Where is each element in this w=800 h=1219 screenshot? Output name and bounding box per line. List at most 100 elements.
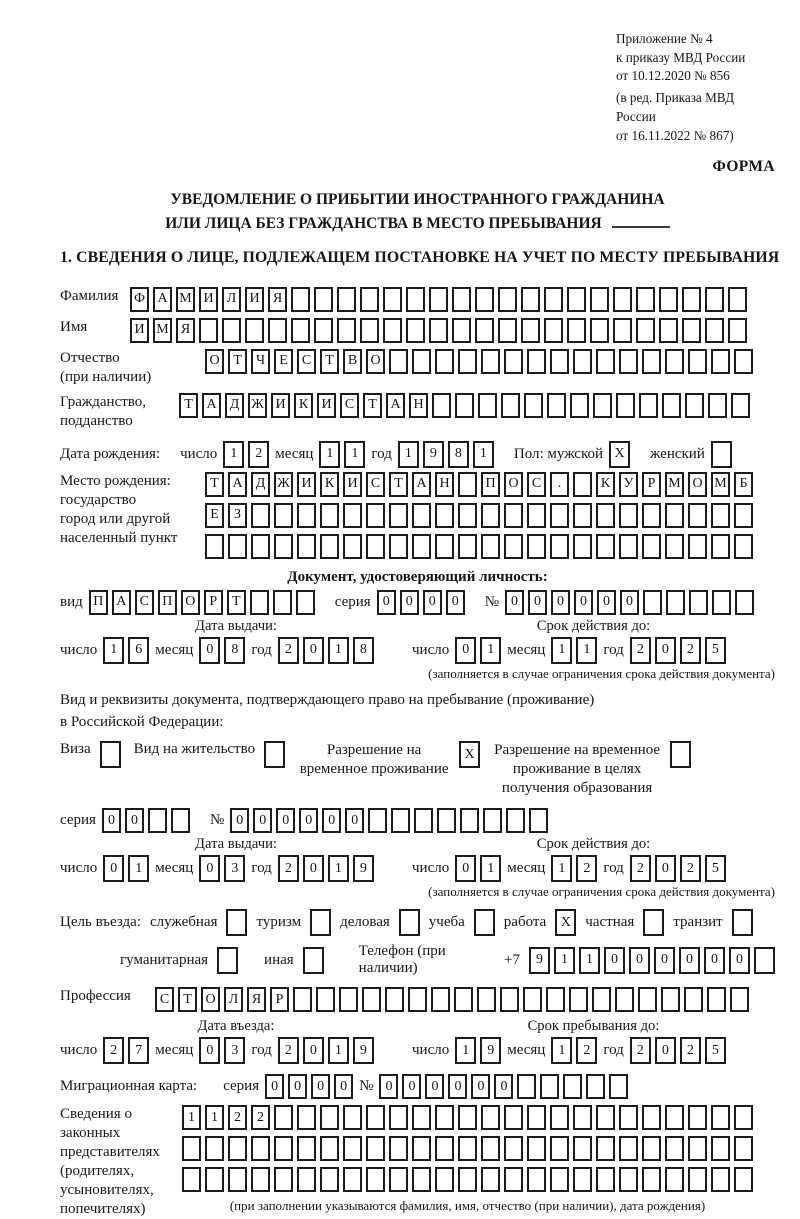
char-cell[interactable]: 8	[224, 636, 246, 664]
char-cell[interactable]	[734, 1136, 753, 1162]
char-cell[interactable]	[343, 533, 362, 559]
char-cell[interactable]: 0	[654, 855, 676, 883]
char-cell[interactable]: 0	[455, 855, 477, 883]
char-cell[interactable]	[550, 1105, 569, 1131]
char-cell[interactable]	[437, 808, 457, 834]
char-cell[interactable]: А	[111, 589, 131, 615]
char-cell[interactable]	[527, 1167, 546, 1193]
char-cell[interactable]	[636, 286, 655, 312]
char-cell[interactable]	[360, 286, 379, 312]
char-cell[interactable]	[297, 1105, 316, 1131]
char-cell[interactable]	[320, 1136, 339, 1162]
char-cell[interactable]	[452, 286, 471, 312]
char-cell[interactable]: Б	[734, 471, 753, 497]
char-cell[interactable]: Р	[203, 589, 223, 615]
char-cell[interactable]: 2	[103, 1037, 125, 1065]
char-cell[interactable]	[383, 286, 402, 312]
char-cell[interactable]	[596, 348, 615, 374]
char-cell[interactable]: О	[688, 471, 707, 497]
char-cell[interactable]	[412, 1105, 431, 1131]
char-cell[interactable]	[547, 392, 566, 418]
char-cell[interactable]: 2	[277, 1037, 299, 1065]
char-cell[interactable]	[639, 392, 658, 418]
char-cell[interactable]	[366, 502, 385, 528]
char-cell[interactable]: 1	[455, 1037, 477, 1065]
char-cell[interactable]: Н	[435, 471, 454, 497]
char-cell[interactable]	[293, 987, 312, 1013]
char-cell[interactable]	[661, 987, 680, 1013]
char-cell[interactable]	[734, 533, 753, 559]
char-cell[interactable]: Т	[363, 392, 382, 418]
char-cell[interactable]	[205, 533, 224, 559]
char-cell[interactable]: И	[343, 471, 362, 497]
char-cell[interactable]	[711, 348, 730, 374]
char-cell[interactable]	[550, 502, 569, 528]
char-cell[interactable]: 2	[629, 1037, 651, 1065]
char-cell[interactable]	[389, 1105, 408, 1131]
char-cell[interactable]	[383, 317, 402, 343]
char-cell[interactable]: К	[596, 471, 615, 497]
char-cell[interactable]: 6	[128, 636, 150, 664]
char-cell[interactable]	[707, 987, 726, 1013]
char-cell[interactable]	[431, 987, 450, 1013]
char-cell[interactable]: С	[297, 348, 316, 374]
char-cell[interactable]: 0	[299, 808, 319, 834]
char-cell[interactable]	[550, 533, 569, 559]
char-cell[interactable]	[659, 317, 678, 343]
char-cell[interactable]: 0	[334, 1074, 354, 1100]
char-cell[interactable]	[688, 533, 707, 559]
char-cell[interactable]: 1	[327, 855, 349, 883]
char-cell[interactable]	[527, 533, 546, 559]
char-cell[interactable]	[642, 1136, 661, 1162]
char-cell[interactable]	[735, 589, 754, 615]
char-cell[interactable]	[642, 533, 661, 559]
char-cell[interactable]	[481, 1136, 500, 1162]
char-cell[interactable]	[596, 533, 615, 559]
char-cell[interactable]	[685, 392, 704, 418]
char-cell[interactable]: Т	[179, 392, 198, 418]
char-cell[interactable]: Е	[274, 348, 293, 374]
char-cell[interactable]: 0	[729, 946, 750, 974]
char-cell[interactable]	[504, 1136, 523, 1162]
char-cell[interactable]	[504, 1167, 523, 1193]
char-cell[interactable]	[563, 1074, 583, 1100]
char-cell[interactable]: 2	[576, 855, 598, 883]
char-cell[interactable]: 0	[704, 946, 725, 974]
char-cell[interactable]	[730, 987, 749, 1013]
char-cell[interactable]	[734, 1105, 753, 1131]
char-cell[interactable]: 0	[311, 1074, 331, 1100]
char-cell[interactable]	[498, 286, 517, 312]
char-cell[interactable]	[389, 1136, 408, 1162]
char-cell[interactable]	[147, 808, 167, 834]
char-cell[interactable]: 0	[679, 946, 700, 974]
char-cell[interactable]	[251, 1167, 270, 1193]
char-cell[interactable]	[274, 1105, 293, 1131]
char-cell[interactable]: Т	[228, 348, 247, 374]
char-cell[interactable]: 0	[199, 1037, 221, 1065]
char-cell[interactable]	[501, 392, 520, 418]
char-cell[interactable]	[458, 471, 477, 497]
char-cell[interactable]	[688, 1105, 707, 1131]
char-cell[interactable]: П	[481, 471, 500, 497]
char-cell[interactable]: 1	[554, 946, 575, 974]
char-cell[interactable]	[712, 589, 731, 615]
char-cell[interactable]: 0	[654, 1037, 676, 1065]
char-cell[interactable]: С	[366, 471, 385, 497]
char-cell[interactable]	[182, 1167, 201, 1193]
char-cell[interactable]	[314, 286, 333, 312]
char-cell[interactable]: Р	[270, 987, 289, 1013]
char-cell[interactable]: И	[271, 392, 290, 418]
char-cell[interactable]: Я	[268, 286, 287, 312]
char-cell[interactable]	[711, 502, 730, 528]
char-cell[interactable]: 0	[528, 589, 547, 615]
char-cell[interactable]: И	[297, 471, 316, 497]
char-cell[interactable]: 0	[302, 855, 324, 883]
char-cell[interactable]: Я	[176, 317, 195, 343]
char-cell[interactable]	[389, 1167, 408, 1193]
char-cell[interactable]	[455, 392, 474, 418]
char-cell[interactable]	[498, 317, 517, 343]
char-cell[interactable]: И	[245, 286, 264, 312]
char-cell[interactable]	[481, 348, 500, 374]
char-cell[interactable]	[642, 1105, 661, 1131]
char-cell[interactable]	[689, 589, 708, 615]
